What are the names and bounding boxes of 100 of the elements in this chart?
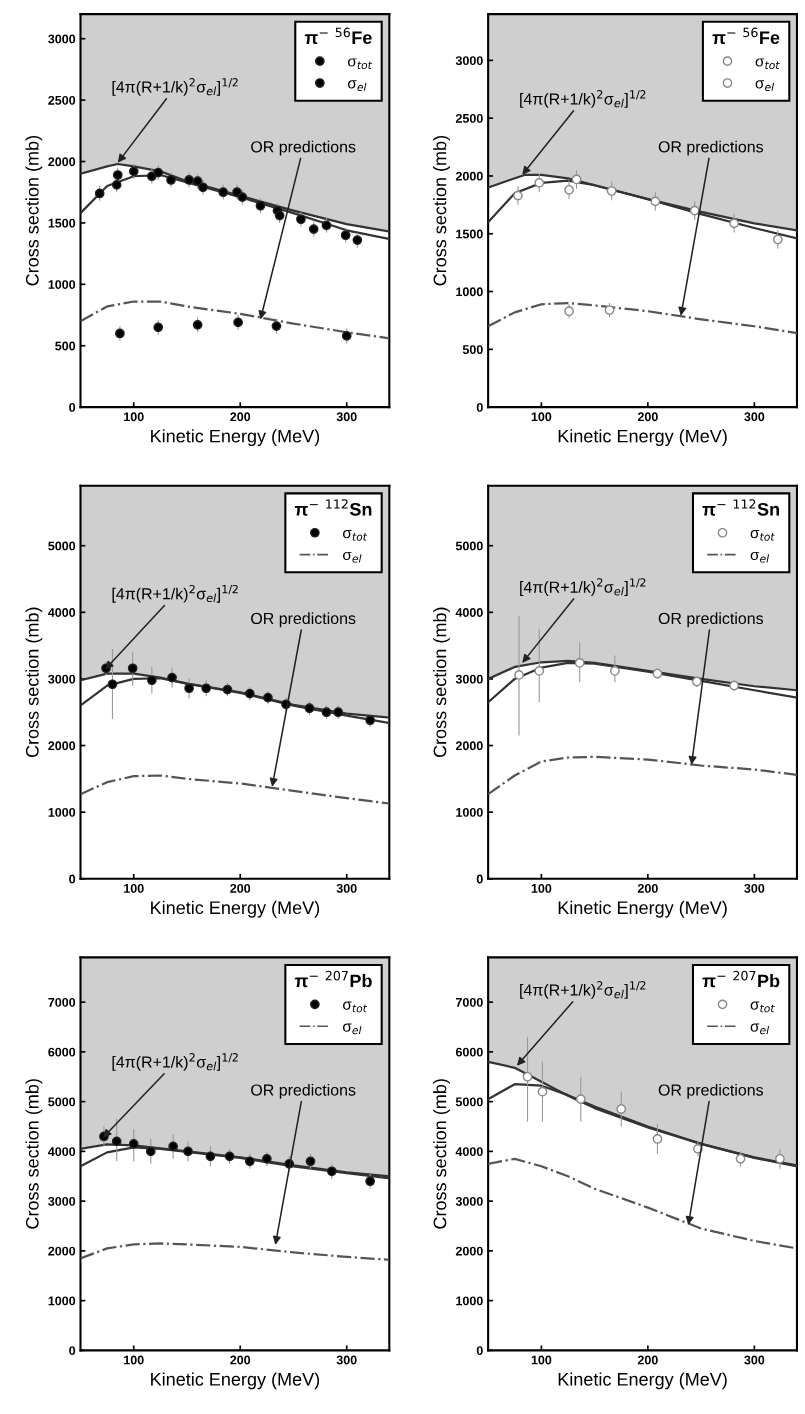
y-tick-label: 3000: [455, 674, 483, 684]
legend-label: σ$_{el}$: [343, 1023, 362, 1035]
annotation: [4π(R+1/k)$^{2}$σ$_{el}$]$^{1/2}$: [520, 981, 646, 999]
x-tick-label: 200: [230, 412, 251, 422]
y-tick-label: 2000: [455, 1246, 483, 1256]
y-tick-label: 6000: [455, 1047, 483, 1057]
y-tick-label: 4000: [455, 608, 483, 617]
legend-label: σ$_{el}$: [347, 80, 367, 91]
legend-label: σ$_{tot}$: [750, 1001, 775, 1013]
legend-label: σ$_{tot}$: [343, 1001, 368, 1013]
x-axis-title: Kinetic Energy (MeV): [151, 900, 320, 918]
y-axis-title: Cross section (mb): [25, 136, 43, 286]
y-tick-label: 3000: [455, 1196, 483, 1206]
y-tick-label: 4000: [48, 608, 76, 617]
y-tick-label: 5000: [48, 541, 76, 551]
y-tick-label: 4000: [455, 1147, 483, 1157]
y-axis-title: Cross section (mb): [25, 607, 43, 758]
annotation: OR predictions: [251, 612, 356, 628]
legend-title: π$^{− 112}$Sn: [294, 499, 372, 516]
y-axis-title: Cross section (mb): [433, 607, 450, 758]
annotation: [4π(R+1/k)$^{2}$σ$_{el}$]$^{1/2}$: [112, 584, 238, 603]
x-tick-label: 200: [230, 1355, 251, 1365]
x-axis-title: Kinetic Energy (MeV): [558, 900, 727, 918]
y-tick-label: 7000: [456, 997, 483, 1007]
y-tick-label: 5000: [455, 541, 483, 551]
y-tick-label: 1000: [456, 807, 483, 817]
y-tick-label: 1000: [48, 280, 76, 289]
y-tick-label: 1000: [48, 807, 76, 817]
legend-label: σ$_{tot}$: [347, 58, 373, 70]
y-tick-label: 5000: [48, 1097, 76, 1107]
y-tick-label: 5000: [455, 1097, 483, 1107]
annotation: OR predictions: [251, 1083, 356, 1099]
x-tick-label: 300: [744, 1355, 765, 1365]
x-tick-label: 100: [531, 883, 552, 893]
y-tick-label: 2000: [455, 171, 483, 181]
y-tick-label: 1000: [456, 1296, 483, 1306]
annotation: OR predictions: [658, 1083, 764, 1099]
y-tick-label: 2000: [48, 1246, 76, 1256]
x-tick-label: 300: [336, 883, 357, 893]
x-tick-label: 300: [336, 1355, 357, 1365]
y-tick-label: 7000: [48, 997, 76, 1007]
x-tick-label: 200: [637, 883, 658, 893]
annotation: [4π(R+1/k)$^{2}$σ$_{el}$]$^{1/2}$: [112, 1053, 238, 1071]
y-tick-label: 3000: [48, 34, 76, 44]
x-tick-label: 200: [637, 412, 658, 422]
y-tick-label: 1500: [48, 218, 76, 228]
y-tick-label: 500: [55, 341, 76, 351]
legend-title: π$^{− 207}$Pb: [702, 970, 780, 988]
legend-label: σ$_{el}$: [750, 1023, 770, 1035]
y-tick-label: 1000: [456, 287, 483, 297]
legend-label: σ$_{tot}$: [343, 530, 368, 541]
y-tick-label: 500: [462, 345, 483, 355]
x-axis-title: Kinetic Energy (MeV): [151, 1372, 320, 1390]
y-axis-title: Cross section (mb): [433, 136, 450, 286]
y-tick-label: 2500: [455, 113, 483, 123]
y-tick-label: 0: [69, 402, 76, 412]
legend-label: σ$_{el}$: [750, 551, 770, 563]
annotation: OR predictions: [658, 140, 764, 156]
x-tick-label: 200: [637, 1355, 658, 1365]
annotation: OR predictions: [658, 612, 764, 628]
x-tick-label: 100: [124, 1355, 144, 1365]
y-tick-label: 0: [476, 874, 483, 884]
x-tick-label: 200: [230, 883, 251, 893]
annotation: [4π(R+1/k)$^{2}$σ$_{el}$]$^{1/2}$: [520, 90, 646, 108]
x-tick-label: 100: [124, 412, 144, 422]
y-tick-label: 1000: [48, 1296, 76, 1306]
y-tick-label: 3000: [48, 674, 76, 684]
y-tick-label: 6000: [48, 1047, 76, 1057]
annotation: [4π(R+1/k)$^{2}$σ$_{el}$]$^{1/2}$: [520, 578, 646, 596]
y-tick-label: 0: [69, 874, 76, 884]
annotation: [4π(R+1/k)$^{2}$σ$_{el}$]$^{1/2}$: [112, 78, 238, 96]
legend-label: σ$_{tot}$: [750, 530, 775, 541]
x-tick-label: 300: [744, 412, 765, 422]
x-tick-label: 300: [744, 883, 765, 893]
y-tick-label: 0: [476, 402, 483, 412]
x-tick-label: 100: [531, 1355, 552, 1365]
annotation: OR predictions: [251, 140, 356, 156]
y-tick-label: 2000: [48, 741, 76, 751]
legend-title: π$^{− 112}$Sn: [702, 499, 779, 516]
y-tick-label: 3000: [48, 1196, 76, 1206]
legend-label: σ$_{tot}$: [755, 58, 780, 70]
y-tick-label: 2000: [455, 741, 483, 751]
legend-title: π$^{− 56}$Fe: [304, 27, 372, 45]
y-tick-label: 2500: [48, 95, 76, 105]
y-tick-label: 3000: [455, 56, 483, 66]
y-tick-label: 4000: [48, 1147, 76, 1157]
legend-label: σ$_{el}$: [343, 551, 362, 563]
y-axis-title: Cross section (mb): [433, 1079, 450, 1229]
x-axis-title: Kinetic Energy (MeV): [558, 1372, 727, 1390]
x-tick-label: 300: [336, 412, 357, 422]
x-axis-title: Kinetic Energy (MeV): [151, 429, 320, 447]
y-tick-label: 1500: [456, 229, 483, 239]
x-tick-label: 100: [124, 883, 144, 893]
y-tick-label: 2000: [48, 157, 76, 167]
legend-label: σ$_{el}$: [755, 80, 775, 91]
x-axis-title: Kinetic Energy (MeV): [558, 429, 727, 447]
legend-title: π$^{− 207}$Pb: [294, 970, 372, 988]
x-tick-label: 100: [531, 412, 552, 422]
y-tick-label: 0: [69, 1346, 76, 1356]
legend-title: π$^{− 56}$Fe: [712, 27, 780, 45]
